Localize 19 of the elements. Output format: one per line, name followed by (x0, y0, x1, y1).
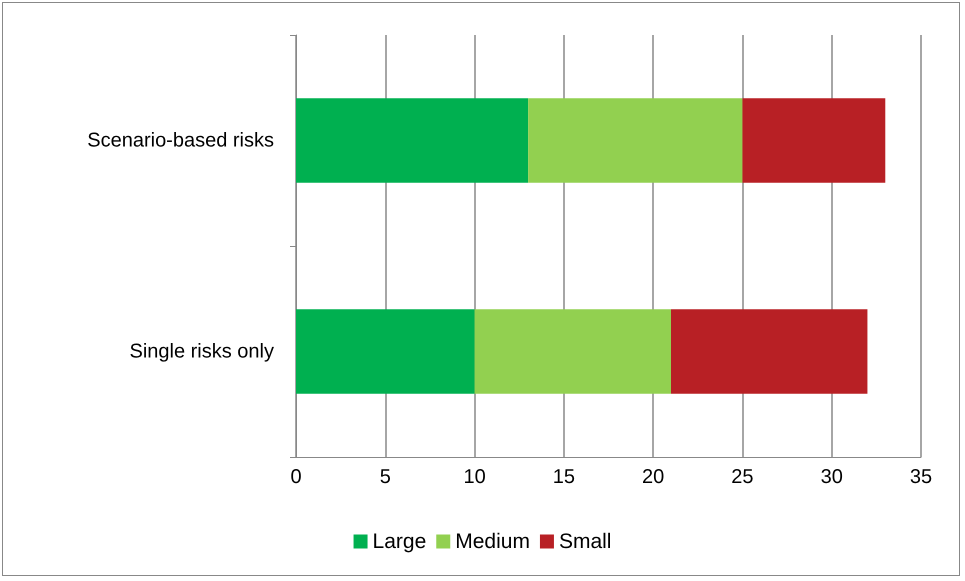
bar (474, 309, 671, 394)
x-tick-label: 30 (820, 466, 843, 488)
x-tick-label: 20 (642, 466, 664, 488)
bar (296, 98, 528, 183)
y-tick-label: Single risks only (129, 340, 274, 362)
x-tick-label: 0 (290, 466, 302, 488)
x-tick-label: 25 (731, 466, 754, 488)
bar (296, 309, 475, 394)
x-tick-label: 15 (552, 466, 575, 488)
y-tick-label: Scenario-based risks (87, 130, 274, 152)
bar (671, 309, 868, 394)
legend-label: Large (372, 530, 426, 553)
x-tick-label: 35 (910, 466, 932, 488)
bar (528, 98, 742, 183)
x-tick-label: 5 (380, 466, 391, 488)
legend-label: Medium (455, 530, 530, 553)
x-tick-label: 10 (463, 466, 486, 488)
legend-label: Small (558, 530, 612, 553)
bar (742, 98, 886, 183)
